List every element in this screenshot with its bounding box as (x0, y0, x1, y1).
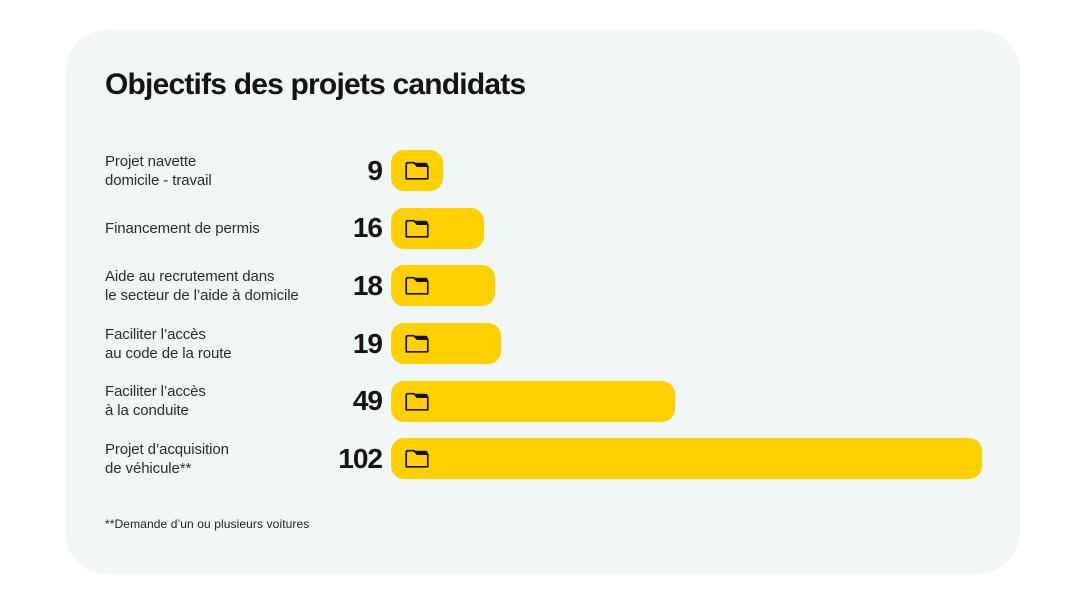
chart-row: Faciliter l’accès au code de la route 19 (105, 323, 982, 365)
row-value: 49 (352, 385, 383, 417)
bar (391, 438, 982, 480)
folder-icon (405, 334, 429, 353)
bar (391, 265, 495, 307)
chart-title: Objectifs des projets candidats (105, 68, 526, 101)
row-label: Financement de permis (105, 219, 260, 237)
chart-row: Projet d’acquisition de véhicule** 102 (105, 438, 982, 480)
bar-chart: Projet navette domicile - travail 9 Fina… (105, 150, 982, 496)
row-label: Faciliter l’accès à la conduite (105, 383, 206, 420)
row-value: 9 (367, 154, 383, 186)
bar (391, 150, 443, 191)
row-value: 102 (338, 442, 383, 474)
row-label: Faciliter l’accès au code de la route (105, 325, 232, 362)
chart-row: Faciliter l’accès à la conduite 49 (105, 380, 982, 422)
folder-icon (405, 450, 429, 469)
row-value: 16 (352, 212, 383, 244)
chart-row: Financement de permis 16 (105, 207, 982, 249)
row-label: Projet navette domicile - travail (105, 152, 212, 189)
chart-footnote: **Demande d’un ou plusieurs voitures (105, 517, 310, 531)
chart-row: Projet navette domicile - travail 9 (105, 150, 982, 191)
chart-row: Aide au recrutement dans le secteur de l… (105, 265, 982, 307)
row-label: Projet d’acquisition de véhicule** (105, 440, 229, 477)
bar (391, 380, 675, 422)
chart-card: Objectifs des projets candidats Projet n… (65, 30, 1020, 574)
folder-icon (405, 161, 429, 180)
folder-icon (405, 219, 429, 238)
row-label: Aide au recrutement dans le secteur de l… (105, 267, 299, 304)
row-value: 19 (352, 327, 383, 359)
folder-icon (405, 277, 429, 296)
bar (391, 323, 501, 365)
bar (391, 207, 484, 249)
row-value: 18 (352, 269, 383, 301)
folder-icon (405, 392, 429, 411)
